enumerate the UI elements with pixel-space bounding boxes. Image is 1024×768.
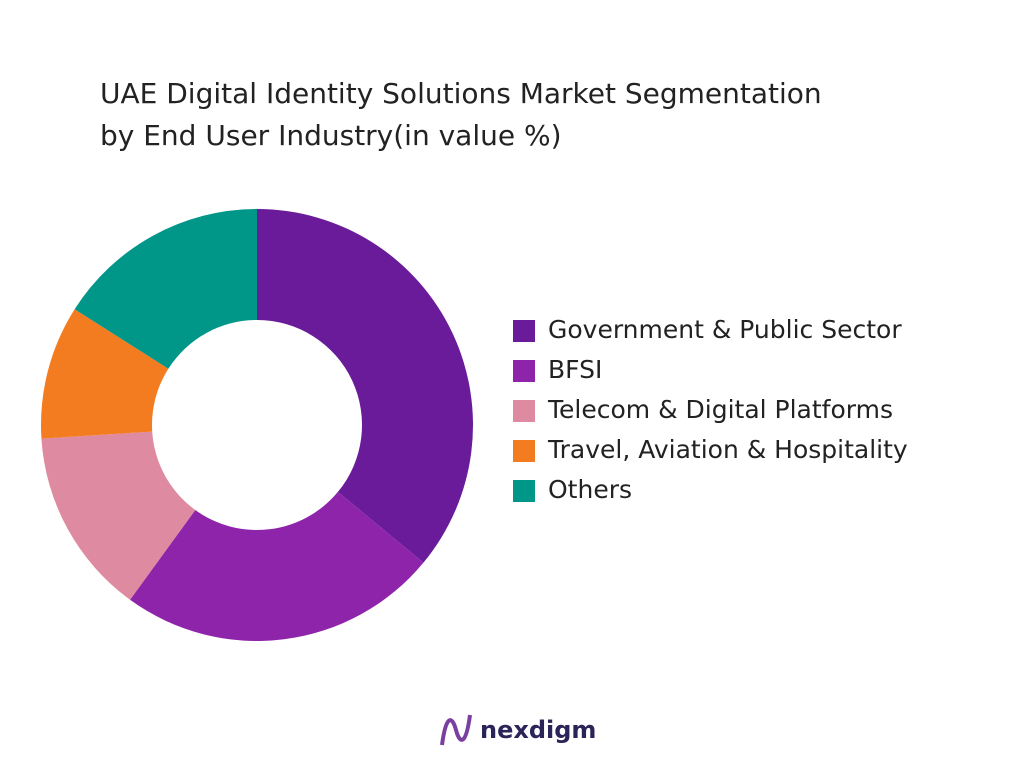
legend-label: Others bbox=[548, 475, 632, 504]
chart-title: by End User Industry(in value %) bbox=[100, 119, 562, 152]
logo-icon bbox=[440, 714, 472, 746]
brand-name: nexdigm bbox=[480, 716, 596, 744]
legend-swatch bbox=[513, 400, 535, 422]
legend-label: BFSI bbox=[548, 355, 602, 384]
legend-label: Government & Public Sector bbox=[548, 315, 902, 344]
chart-title: UAE Digital Identity Solutions Market Se… bbox=[100, 77, 822, 110]
legend-label: Telecom & Digital Platforms bbox=[547, 395, 893, 424]
donut-segment bbox=[41, 431, 196, 600]
logo: nexdigm bbox=[440, 714, 596, 746]
donut-segment bbox=[41, 309, 169, 439]
legend-swatch bbox=[513, 320, 535, 342]
legend-swatch bbox=[513, 360, 535, 382]
legend-swatch bbox=[513, 480, 535, 502]
donut-segment bbox=[257, 209, 473, 563]
legend-label: Travel, Aviation & Hospitality bbox=[547, 435, 908, 464]
donut-segment bbox=[74, 208, 257, 369]
legend-swatch bbox=[513, 440, 535, 462]
donut-segment bbox=[130, 491, 424, 641]
